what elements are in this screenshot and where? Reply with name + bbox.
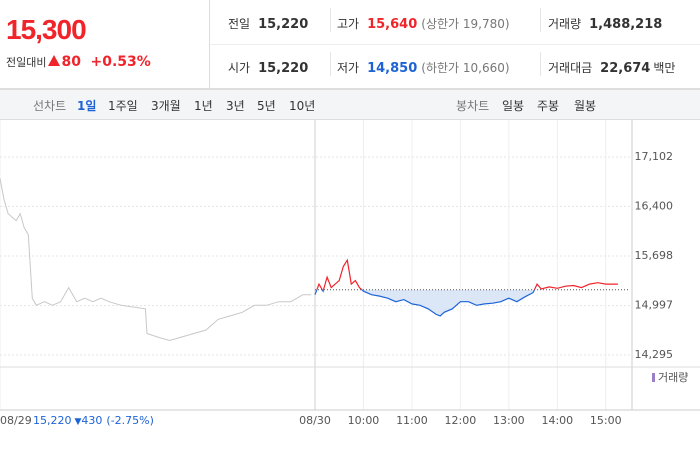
candle-tab[interactable]: 월봉 [574,99,597,113]
stat: 전일 15,220 [228,15,308,32]
stat-label: 거래대금 [548,61,593,75]
stat: 시가 15,220 [228,59,308,76]
tab-group-title: 선차트 [33,99,67,113]
up-icon [48,55,61,66]
current-price: 15,300 [6,14,87,45]
stat-extra: (하한가 10,660) [421,61,510,75]
x-tick-label: 13:00 [493,414,525,427]
change-rate: +0.53% [90,54,151,70]
y-tick-label: 14,295 [635,348,674,361]
period-tab[interactable]: 1주일 [108,99,138,113]
period-tab[interactable]: 10년 [289,99,316,113]
period-tab[interactable]: 3개월 [151,99,181,113]
divider [330,8,331,32]
candle-tab[interactable]: 주봉 [537,99,560,113]
prev-note-part: 430 [81,414,102,427]
stat-value: 15,220 [258,61,309,76]
price-line-up [316,258,618,290]
period-tab[interactable]: 1일 [77,99,97,113]
x-tick-label: 08/29 [0,414,32,427]
stat-label: 시가 [228,61,251,75]
divider [209,0,210,88]
stat-value: 1,488,218 [589,17,663,32]
stat-label: 전일 [228,17,251,31]
prev-note: 15,220 ▼430 (-2.75%) [33,414,154,427]
chart: 17,102 16,400 15,698 14,997 14,295 08/29 08/30… [0,120,700,427]
prev-note-part: 15,220 [33,414,72,427]
tab-group-title: 봉차트 [456,99,490,113]
stat-value: 22,674 [600,61,651,76]
prev-note-part: (-2.75%) [106,414,154,427]
tab-bar: 선차트 1일 1주일 3개월 1년 3년 5년 10년 봉차트 일봉 주봉 월봉 [0,89,700,120]
y-tick-label: 17,102 [635,150,674,163]
stat: 저가 14,850 (하한가 10,660) [337,59,510,76]
period-tab[interactable]: 1년 [194,99,213,113]
x-tick-label: 08/30 [299,414,331,427]
x-tick-label: 14:00 [541,414,573,427]
y-tick-label: 15,698 [635,249,674,262]
price-line [0,178,311,342]
y-tick-label: 14,997 [635,298,674,311]
stat-label: 거래량 [548,17,582,31]
summary-box [0,0,700,89]
x-tick-label: 15:00 [590,414,622,427]
down-icon: ▼ [75,417,82,427]
divider [540,52,541,76]
x-tick-label: 12:00 [445,414,477,427]
stat-value: 14,850 [367,61,418,76]
change-label: 전일대비 [6,56,47,69]
divider [330,52,331,76]
volume-legend-icon [652,373,655,382]
period-tab[interactable]: 3년 [226,99,245,113]
y-tick-label: 16,400 [635,200,674,213]
stat-value: 15,220 [258,17,309,32]
divider [210,44,700,45]
stat-value: 15,640 [367,17,418,32]
below-area [315,289,535,316]
volume-label: 거래량 [658,371,688,384]
change-block: 전일대비 80 +0.53% [6,54,151,70]
candle-tab[interactable]: 일봉 [502,99,525,113]
x-tick-label: 10:00 [348,414,380,427]
stat-extra: (상한가 19,780) [421,17,510,31]
stat: 거래대금 22,674 백만 [548,59,675,76]
period-tab[interactable]: 5년 [257,99,276,113]
change: 80 [61,54,81,70]
stat-label: 고가 [337,17,360,31]
x-tick-label: 11:00 [396,414,428,427]
stat: 고가 15,640 (상한가 19,780) [337,15,510,32]
stat: 거래량 1,488,218 [548,15,662,32]
stat-unit: 백만 [653,61,676,75]
divider [540,8,541,32]
price-line-down [314,289,536,317]
stat-label: 저가 [337,61,360,75]
